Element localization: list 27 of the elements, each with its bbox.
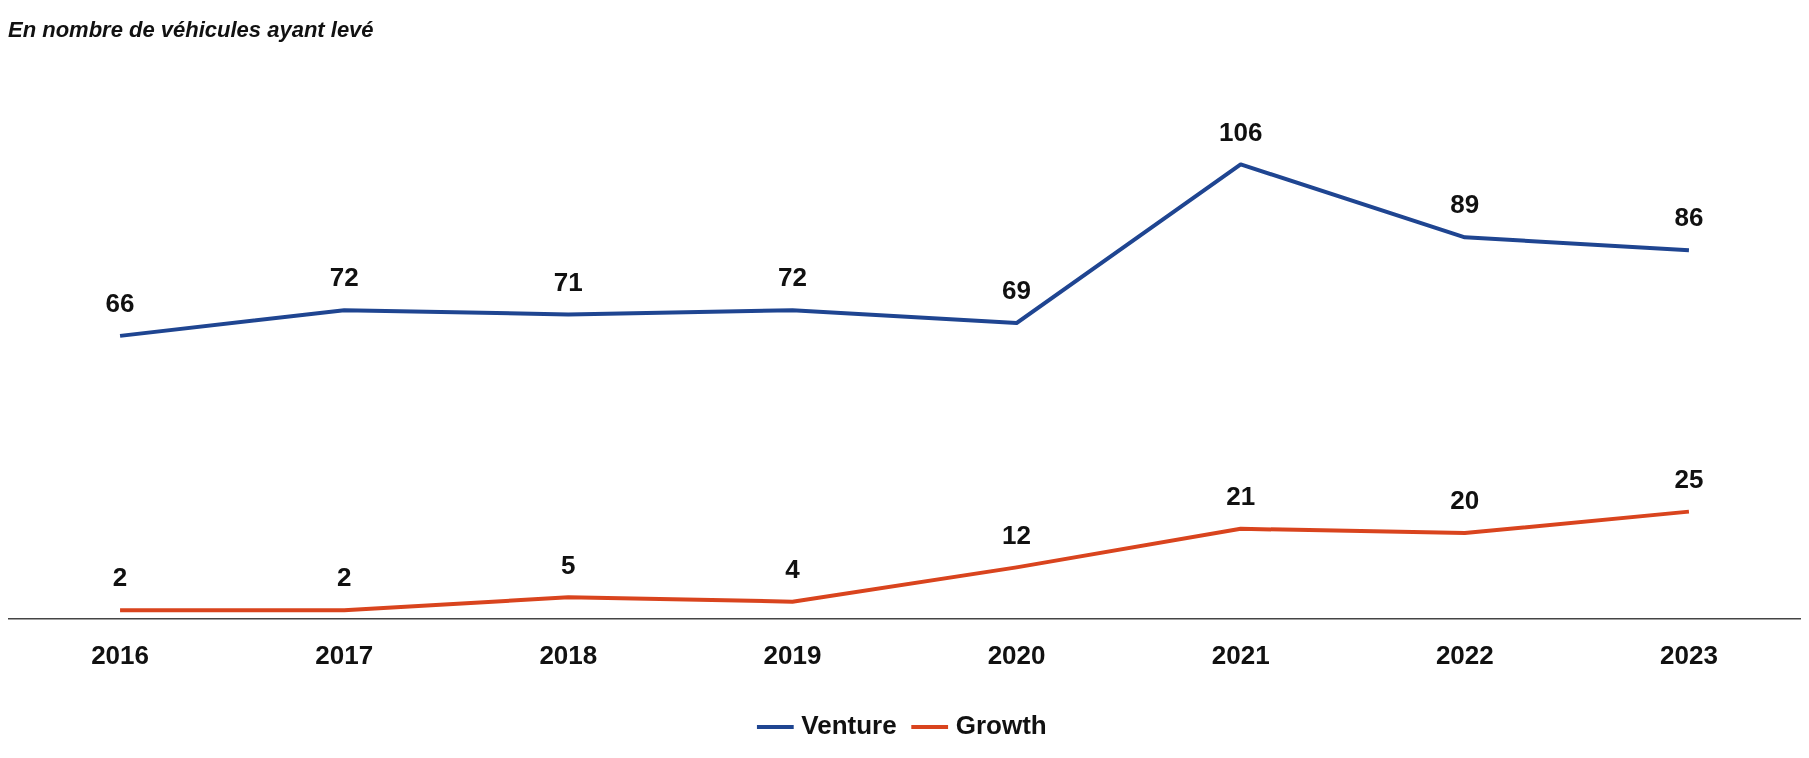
data-label: 21 [1226,480,1256,511]
legend-label: Growth [955,710,1047,741]
data-label: 4 [785,553,801,584]
data-label: 66 [105,288,135,319]
x-tick-label: 2020 [987,639,1046,670]
x-tick-label: 2016 [91,639,149,670]
x-tick-label: 2023 [1660,639,1718,670]
chart-title: En nombre de véhicules ayant levé [8,17,374,43]
data-label: 71 [553,266,583,297]
data-label: 72 [777,262,807,293]
data-label: 5 [561,549,576,580]
data-label: 69 [1002,275,1032,306]
x-tick-label: 2017 [315,639,374,670]
data-label: 12 [1002,519,1032,550]
data-label: 86 [1674,202,1704,233]
data-label: 20 [1450,485,1480,516]
x-tick-label: 2021 [1211,639,1270,670]
data-label: 89 [1450,189,1480,220]
x-tick-label: 2018 [539,639,598,670]
data-label: 72 [329,262,359,293]
data-label: 106 [1218,116,1263,147]
data-label: 25 [1674,463,1704,494]
data-label: 2 [112,562,128,593]
x-tick-label: 2019 [763,639,822,670]
legend-label: Venture [801,710,897,741]
x-tick-label: 2022 [1435,639,1494,670]
data-label: 2 [336,562,352,593]
